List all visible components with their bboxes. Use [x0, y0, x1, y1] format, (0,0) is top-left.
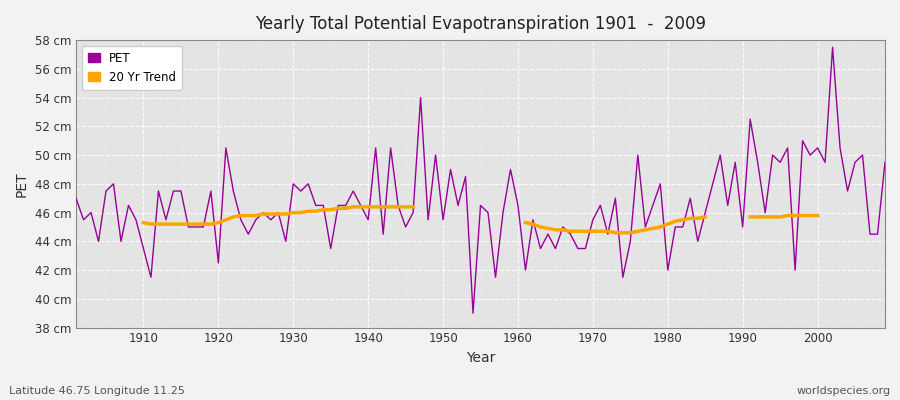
Text: worldspecies.org: worldspecies.org	[796, 386, 891, 396]
Legend: PET, 20 Yr Trend: PET, 20 Yr Trend	[82, 46, 182, 90]
Text: Latitude 46.75 Longitude 11.25: Latitude 46.75 Longitude 11.25	[9, 386, 184, 396]
X-axis label: Year: Year	[466, 351, 495, 365]
Y-axis label: PET: PET	[15, 171, 29, 197]
Title: Yearly Total Potential Evapotranspiration 1901  -  2009: Yearly Total Potential Evapotranspiratio…	[255, 15, 706, 33]
